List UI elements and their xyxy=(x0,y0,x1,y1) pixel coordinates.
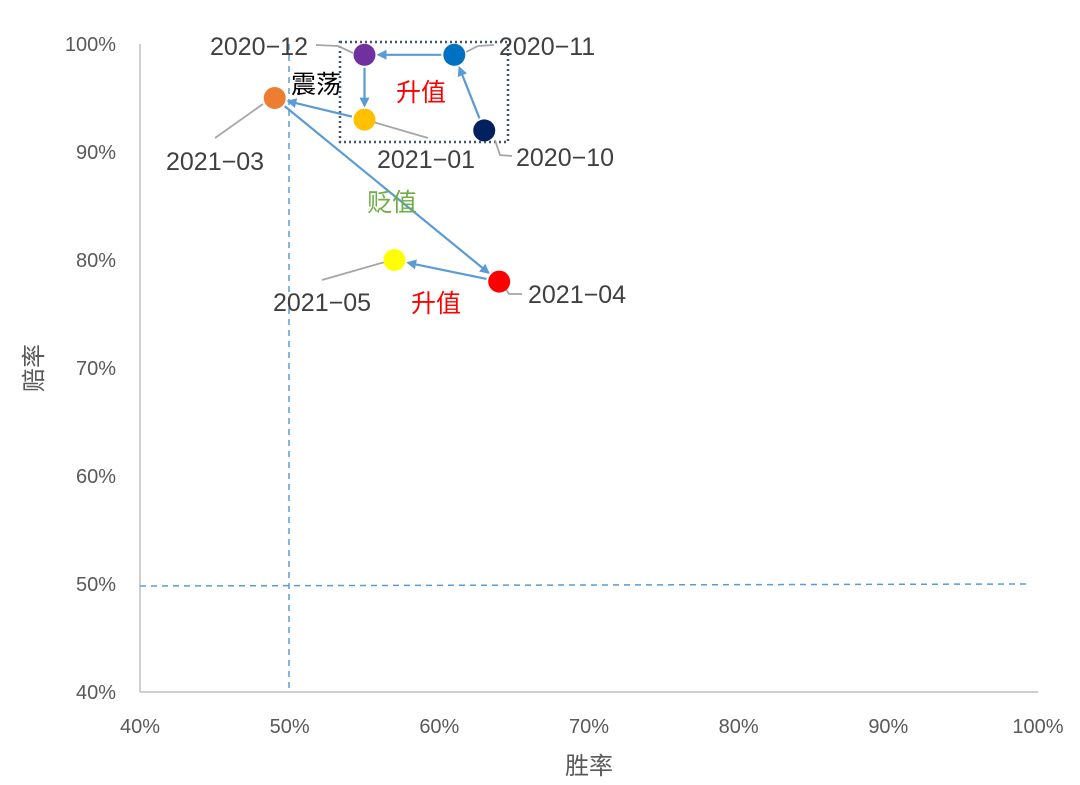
point-label: 2021−01 xyxy=(377,146,475,174)
y-tick-label: 70% xyxy=(76,358,116,380)
y-tick-label: 90% xyxy=(76,142,116,164)
x-tick-label: 90% xyxy=(868,716,908,738)
point-label: 2021−05 xyxy=(273,289,371,317)
leader-line xyxy=(214,103,264,139)
data-point xyxy=(383,249,406,271)
y-tick-label: 60% xyxy=(76,466,116,488)
x-tick-label: 70% xyxy=(569,716,609,738)
x-tick-label: 100% xyxy=(1012,716,1063,738)
x-tick-label: 60% xyxy=(419,716,459,738)
x-tick-label: 50% xyxy=(270,716,310,738)
annotation-appreciation-1: 升值 xyxy=(396,78,446,107)
leader-line xyxy=(315,44,354,54)
point-label: 2020−10 xyxy=(516,144,614,172)
annotation-oscillation: 震荡 xyxy=(291,70,341,99)
trajectory-arrow xyxy=(286,98,353,118)
y-tick-labels: 40% 50% 60% 70% 80% 90% 100% xyxy=(65,34,116,704)
point-label: 2020−11 xyxy=(499,33,595,61)
leader-line xyxy=(494,139,513,157)
y-tick-label: 40% xyxy=(76,682,116,704)
x-tick-labels: 40% 50% 60% 70% 80% 90% 100% xyxy=(120,716,1064,738)
data-point xyxy=(488,270,511,293)
trajectory-arrow xyxy=(406,259,487,281)
leader-line xyxy=(321,261,386,281)
data-point xyxy=(473,119,496,142)
point-label: 2020−12 xyxy=(210,33,308,61)
annotation-depreciation: 贬值 xyxy=(367,188,417,217)
data-points xyxy=(263,43,511,293)
leader-line xyxy=(465,44,495,53)
trajectory-arrow xyxy=(284,105,490,275)
y-tick-label: 100% xyxy=(65,34,116,56)
x-tick-label: 40% xyxy=(120,716,160,738)
point-labels: 2020−10 2020−11 2020−12 2021−01 2021−03 2021−… xyxy=(166,33,626,317)
x-tick-label: 80% xyxy=(719,716,759,738)
trajectory-arrows xyxy=(284,49,490,281)
leader-line xyxy=(372,121,429,139)
point-label: 2021−03 xyxy=(166,148,264,176)
data-point xyxy=(353,108,376,131)
y-tick-label: 80% xyxy=(76,250,116,272)
data-point xyxy=(263,87,286,109)
highlight-box xyxy=(338,40,510,144)
y-tick-label: 50% xyxy=(76,574,116,596)
data-point xyxy=(353,43,376,66)
trajectory-arrow xyxy=(457,65,481,119)
y-axis-title: 赔率 xyxy=(20,344,48,392)
annotation-appreciation-2: 升值 xyxy=(411,289,461,318)
x-axis-title: 胜率 xyxy=(565,752,613,780)
point-label: 2021−04 xyxy=(528,281,626,309)
reference-line-horizontal xyxy=(139,583,1031,587)
data-point xyxy=(443,43,466,66)
